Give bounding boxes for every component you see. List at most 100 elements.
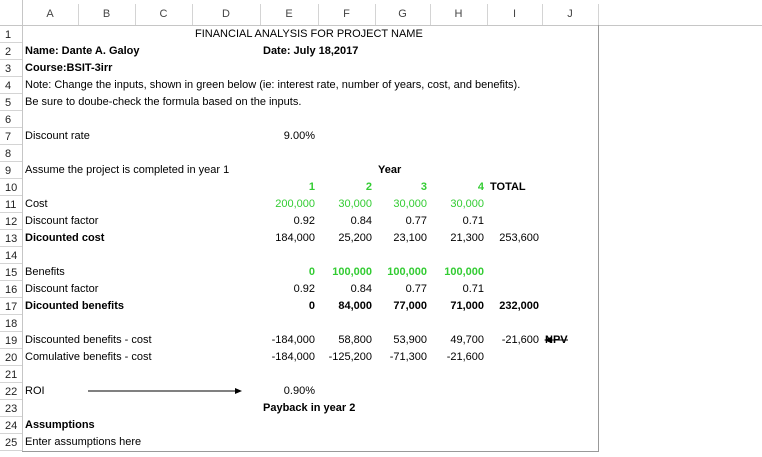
cell: Dicounted benefits (25, 300, 125, 312)
cell: 49,700 (450, 334, 484, 346)
column-header: A (46, 8, 54, 20)
cell: 0.77 (405, 215, 427, 227)
row-header: 22 (5, 385, 18, 398)
row-header: 3 (5, 62, 12, 75)
row-header: 9 (5, 164, 12, 177)
cell: 184,000 (275, 232, 315, 244)
row-header: 17 (5, 300, 18, 313)
cell: Dicounted cost (25, 232, 105, 244)
cell: 23,100 (393, 232, 427, 244)
cell: 53,900 (393, 334, 427, 346)
cell: 0 (308, 300, 315, 312)
row-header: 24 (5, 419, 18, 432)
row-header: 2 (5, 45, 12, 58)
cell: 0.84 (350, 283, 372, 295)
cell: 30,000 (450, 198, 484, 210)
cell: 21,300 (450, 232, 484, 244)
column-header: I (512, 8, 517, 20)
cell: Payback in year 2 (263, 402, 356, 414)
cell: ROI (25, 385, 45, 397)
cell: 0.92 (293, 215, 315, 227)
row-header: 11 (5, 198, 17, 211)
cell: 77,000 (393, 300, 427, 312)
column-header: F (343, 8, 350, 20)
cell: Name: Dante A. Galoy (25, 45, 140, 57)
column-header: E (285, 8, 293, 20)
cell: 0 (308, 266, 315, 278)
cell: 3 (420, 181, 427, 193)
row-header: 12 (5, 215, 18, 228)
cell: 0.90% (283, 385, 315, 397)
row-header: 21 (5, 368, 18, 381)
column-header: J (567, 8, 573, 20)
cell: 100,000 (387, 266, 427, 278)
cell: 0.77 (405, 283, 427, 295)
cell: -125,200 (328, 351, 372, 363)
npv-arrow (544, 337, 568, 343)
row-header: 20 (5, 351, 18, 364)
row-header: 19 (5, 334, 18, 347)
cell: 200,000 (275, 198, 315, 210)
cell: 253,600 (499, 232, 539, 244)
row-header: 10 (5, 181, 18, 194)
cell: 4 (477, 181, 484, 193)
row-header: 23 (5, 402, 18, 415)
cell: Comulative benefits - cost (25, 351, 152, 363)
cell: Benefits (25, 266, 65, 278)
column-header: B (102, 8, 111, 20)
row-header: 7 (5, 130, 12, 143)
cell: Date: July 18,2017 (263, 45, 359, 57)
row-header: 15 (5, 266, 18, 279)
cell: Discount factor (25, 215, 99, 227)
cell: 9.00% (283, 130, 315, 142)
roi-arrow (88, 388, 242, 394)
cell: NPV (545, 334, 568, 346)
column-header: C (159, 8, 168, 20)
column-header: H (454, 8, 463, 20)
cell: 58,800 (338, 334, 372, 346)
cell: Discount rate (25, 130, 90, 142)
row-header: 14 (5, 249, 18, 262)
cell: 1 (308, 181, 315, 193)
cell: Be sure to doube-check the formula based… (25, 96, 302, 108)
cell: 0.71 (462, 283, 484, 295)
row-header: 4 (5, 79, 12, 92)
cell: 0.84 (350, 215, 372, 227)
cell: 232,000 (499, 300, 539, 312)
cell: TOTAL (490, 181, 526, 193)
cell: 2 (365, 181, 372, 193)
cell: Course:BSIT-3irr (25, 62, 113, 74)
cell: 84,000 (338, 300, 372, 312)
cell: Enter assumptions here (25, 436, 142, 448)
row-header: 1 (5, 28, 12, 41)
cell: Discounted benefits - cost (25, 334, 152, 346)
row-header: 25 (5, 436, 18, 449)
cell: 30,000 (338, 198, 372, 210)
cell: -21,600 (501, 334, 539, 346)
cell: 30,000 (393, 198, 427, 210)
cell: Assume the project is completed in year … (25, 164, 230, 176)
row-header: 16 (5, 283, 18, 296)
row-header: 5 (5, 96, 12, 109)
cell: Note: Change the inputs, shown in green … (25, 79, 521, 91)
row-header: 18 (5, 317, 18, 330)
row-header: 8 (5, 147, 12, 160)
cell: FINANCIAL ANALYSIS FOR PROJECT NAME (195, 28, 423, 40)
column-header: G (398, 8, 407, 20)
column-header: D (222, 8, 230, 20)
cell: 25,200 (338, 232, 372, 244)
row-header: 13 (5, 232, 18, 245)
cell: Discount factor (25, 283, 99, 295)
cell: Year (378, 164, 402, 176)
cell: -184,000 (271, 351, 315, 363)
cell: -21,600 (446, 351, 484, 363)
row-header: 6 (5, 113, 12, 126)
cell: Cost (25, 198, 48, 210)
cell: 100,000 (332, 266, 372, 278)
cell: -184,000 (271, 334, 315, 346)
cell: 71,000 (450, 300, 484, 312)
cell: 100,000 (444, 266, 484, 278)
cell: 0.92 (293, 283, 315, 295)
